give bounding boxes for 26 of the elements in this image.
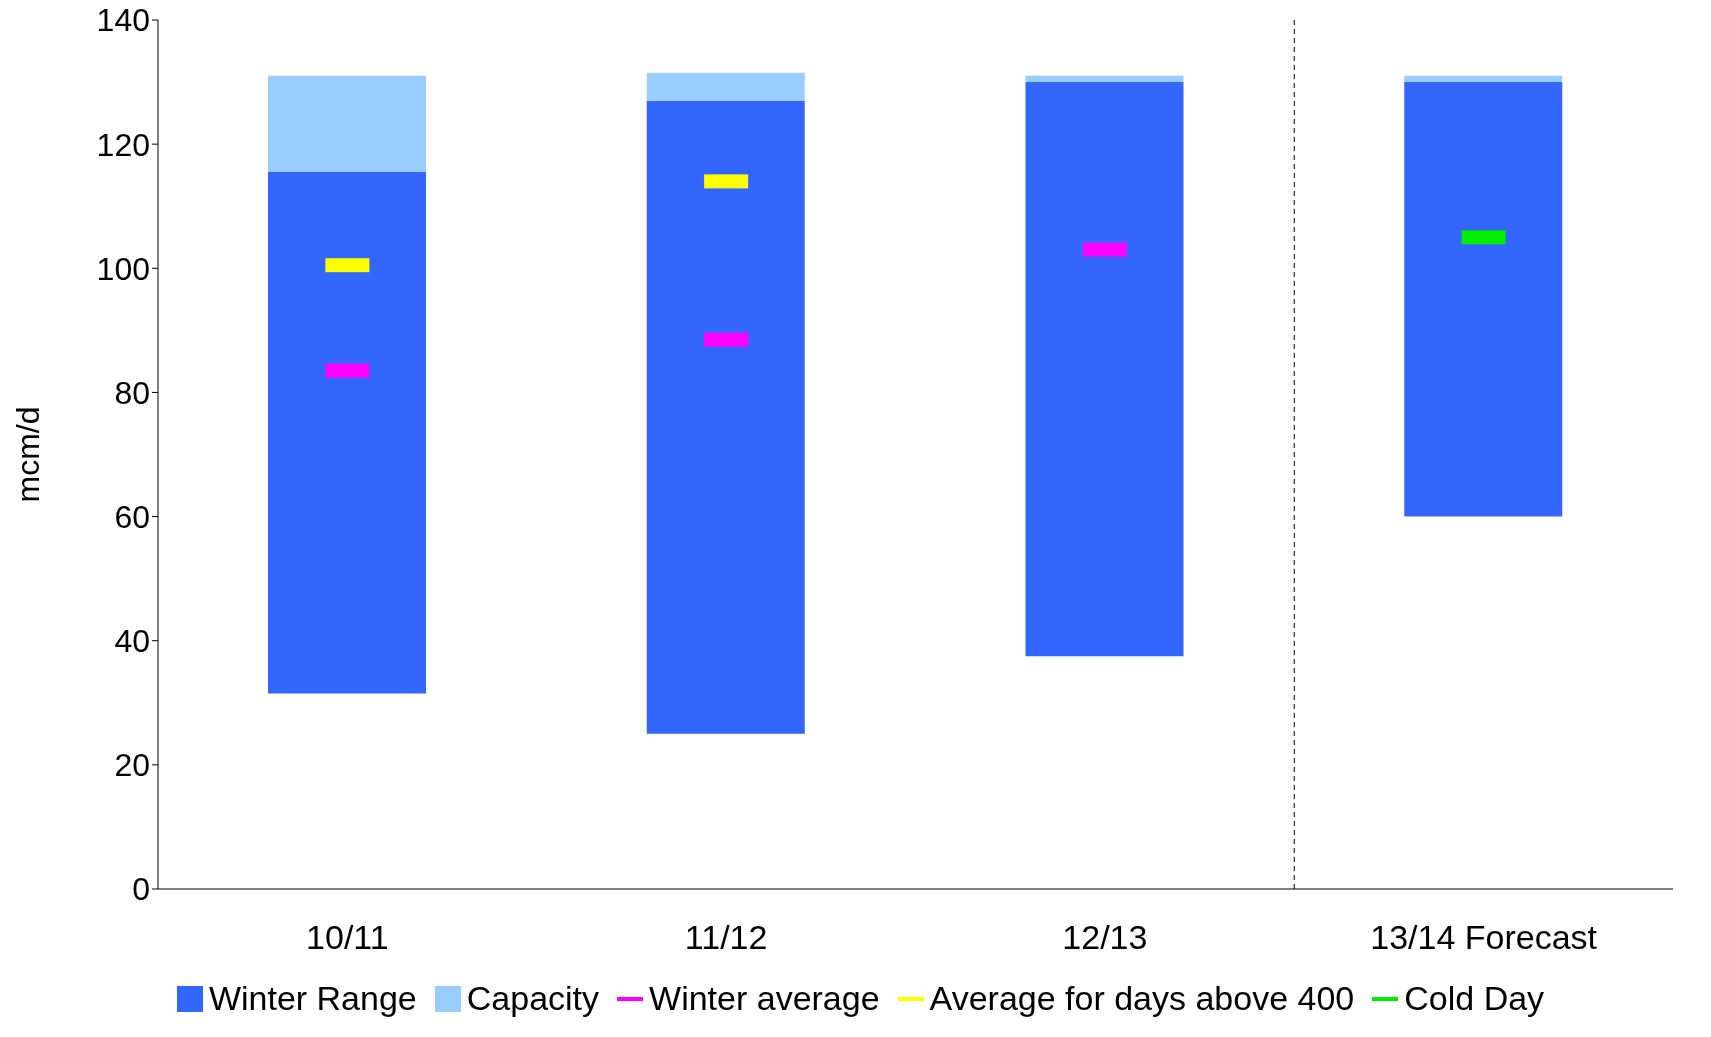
- y-tick-label: 100: [96, 250, 150, 287]
- bar: [646, 72, 805, 101]
- y-tick-label: 40: [114, 623, 150, 660]
- legend-label: Cold Day: [1404, 979, 1545, 1018]
- x-tick-label: 11/12: [684, 918, 768, 957]
- legend-label: Winter Range: [208, 979, 417, 1018]
- y-tick-label: 80: [114, 374, 150, 411]
- bar: [1025, 82, 1184, 657]
- legend-label: Winter average: [649, 979, 880, 1018]
- x-tick-label: 10/11: [306, 918, 389, 957]
- y-tick-label: 0: [132, 871, 150, 908]
- x-tick-label: 12/13: [1062, 918, 1148, 957]
- bar: [268, 75, 426, 173]
- x-tick-label: 13/14 Forecast: [1370, 918, 1598, 957]
- bar: [268, 172, 426, 694]
- bar: [1025, 75, 1184, 83]
- y-tick-label: 120: [96, 126, 150, 163]
- y-tick-label: 20: [114, 747, 150, 784]
- y-axis-title: mcm/d: [10, 406, 47, 503]
- y-tick-label: 60: [114, 498, 150, 535]
- bar: [646, 100, 805, 734]
- legend-label: Capacity: [466, 979, 600, 1018]
- bar: [1404, 75, 1563, 83]
- y-tick-label: 140: [96, 2, 150, 39]
- legend-label: Average for days above 400: [929, 979, 1355, 1018]
- bar: [1404, 82, 1563, 517]
